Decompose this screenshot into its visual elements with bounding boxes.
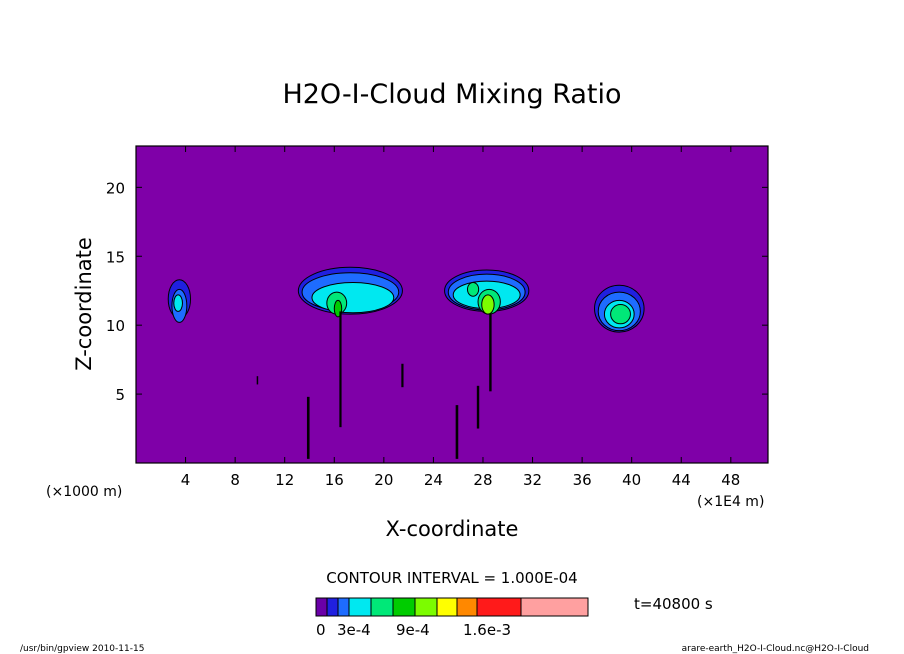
footer-right: arare-earth_H2O-I-Cloud.nc@H2O-I-Cloud bbox=[682, 644, 869, 654]
x-tick-label: 28 bbox=[473, 471, 492, 489]
x-ticks: 4 8 12 16 20 24 28 32 36 40 44 48 bbox=[181, 146, 740, 489]
colorbar-tick-labels: 0 3e-4 9e-4 1.6e-3 bbox=[316, 621, 511, 639]
colorbar-swatch bbox=[520, 597, 589, 617]
y-tick-label: 15 bbox=[106, 248, 125, 266]
cloud-contour bbox=[610, 304, 631, 325]
x-tick-label: 48 bbox=[721, 471, 740, 489]
cloud-stem bbox=[306, 396, 310, 459]
cloud-speck bbox=[256, 376, 259, 385]
cloud-stem bbox=[476, 385, 480, 429]
colorbar-swatch bbox=[370, 597, 394, 617]
y-ticks: 5 10 15 20 bbox=[106, 179, 768, 404]
x-axis-title: X-coordinate bbox=[386, 517, 519, 541]
x-tick-label: 16 bbox=[325, 471, 344, 489]
chart-title: H2O-I-Cloud Mixing Ratio bbox=[282, 79, 621, 110]
colorbar-tick-label: 1.6e-3 bbox=[463, 621, 511, 639]
y-tick-label: 10 bbox=[106, 317, 125, 335]
x-tick-label: 40 bbox=[622, 471, 641, 489]
y-tick-label: 5 bbox=[115, 386, 125, 404]
y-tick-label: 20 bbox=[106, 179, 125, 197]
contour-interval: CONTOUR INTERVAL = 1.000E-04 bbox=[326, 569, 577, 587]
x-tick-label: 8 bbox=[230, 471, 240, 489]
x-tick-label: 36 bbox=[573, 471, 592, 489]
y-axis-title: Z-coordinate bbox=[72, 237, 96, 371]
colorbar-swatch bbox=[337, 597, 350, 617]
x-unit-left: (×1000 m) bbox=[46, 484, 122, 500]
x-tick-label: 12 bbox=[275, 471, 294, 489]
plot-frame bbox=[135, 145, 769, 464]
plot-background bbox=[136, 146, 768, 463]
colorbar-tick-label: 0 bbox=[316, 621, 326, 639]
x-unit-right: (×1E4 m) bbox=[697, 494, 764, 510]
colorbar bbox=[315, 597, 589, 617]
cloud-contour bbox=[173, 294, 183, 312]
colorbar-swatch bbox=[456, 597, 478, 617]
colorbar-tick-label: 9e-4 bbox=[396, 621, 430, 639]
colorbar-swatch bbox=[315, 597, 328, 617]
cloud-contour bbox=[481, 294, 495, 315]
x-tick-label: 24 bbox=[424, 471, 443, 489]
x-tick-label: 32 bbox=[523, 471, 542, 489]
cloud-stem bbox=[339, 311, 342, 428]
colorbar-swatch bbox=[414, 597, 438, 617]
cloud-contour bbox=[311, 281, 395, 314]
colorbar-swatch bbox=[348, 597, 372, 617]
time-label: t=40800 s bbox=[634, 595, 713, 613]
footer-left: /usr/bin/gpview 2010-11-15 bbox=[20, 644, 144, 654]
cloud-stem bbox=[401, 363, 404, 388]
colorbar-swatch bbox=[392, 597, 416, 617]
cloud-contours bbox=[167, 266, 645, 459]
colorbar-tick-label: 3e-4 bbox=[337, 621, 371, 639]
x-tick-label: 20 bbox=[374, 471, 393, 489]
cloud-stem bbox=[455, 405, 459, 459]
cloud-stem bbox=[489, 314, 492, 392]
cloud-contour bbox=[466, 281, 480, 297]
colorbar-swatch bbox=[326, 597, 339, 617]
colorbar-swatch bbox=[476, 597, 522, 617]
x-tick-label: 4 bbox=[181, 471, 191, 489]
colorbar-swatch bbox=[436, 597, 458, 617]
x-tick-label: 44 bbox=[672, 471, 691, 489]
